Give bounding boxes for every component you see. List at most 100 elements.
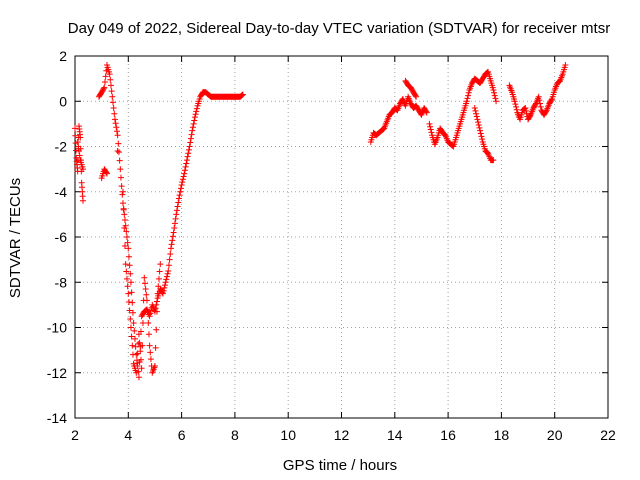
data-point (166, 256, 173, 263)
data-point (173, 207, 180, 214)
data-point (130, 319, 137, 326)
data-point (106, 71, 113, 78)
data-point (491, 89, 498, 96)
data-point (490, 157, 497, 164)
axis-ticks: 2 4 6 8 10 12 14 16 18 20 22 -14 -12 -10 -8 -6 -4 -2 0 2 (47, 48, 616, 443)
data-point (535, 93, 542, 100)
data-point (110, 105, 117, 112)
data-point (492, 95, 499, 102)
x-tick-label: 6 (178, 427, 186, 443)
data-point (423, 109, 430, 116)
data-point (72, 132, 79, 139)
data-point (176, 192, 183, 199)
data-point (512, 101, 519, 108)
x-tick-label: 8 (231, 427, 239, 443)
data-point (165, 262, 172, 269)
data-point (513, 103, 520, 110)
data-point (151, 362, 158, 369)
x-tick-label: 20 (547, 427, 563, 443)
data-point (125, 245, 132, 252)
data-point (523, 107, 530, 114)
data-point (79, 166, 86, 173)
data-point (120, 206, 127, 213)
data-point (156, 268, 163, 275)
data-point (101, 84, 108, 91)
data-point (181, 167, 188, 174)
data-point (72, 125, 78, 132)
data-point (471, 105, 478, 112)
data-point (191, 117, 198, 124)
data-point (145, 331, 152, 338)
data-point (114, 132, 121, 139)
data-point (127, 324, 134, 331)
data-point (239, 92, 246, 99)
data-point (131, 327, 138, 334)
data-point (189, 127, 196, 134)
data-point (125, 299, 132, 306)
data-point (129, 299, 136, 306)
data-point (184, 153, 191, 160)
data-point (77, 134, 84, 141)
data-point (157, 261, 164, 268)
data-point (171, 224, 178, 231)
data-point (473, 113, 480, 120)
data-point (193, 108, 200, 115)
data-point (128, 289, 135, 296)
data-point (161, 282, 168, 289)
data-point (159, 290, 166, 297)
data-point (152, 305, 159, 312)
data-point (121, 243, 128, 250)
data-point (111, 116, 118, 123)
data-point (160, 287, 167, 294)
data-point (474, 116, 481, 123)
y-tick-label: -8 (55, 274, 68, 290)
data-point (426, 120, 433, 127)
data-point (180, 173, 187, 180)
data-point (173, 211, 180, 218)
data-point (477, 130, 484, 137)
data-point (128, 333, 135, 340)
data-point (103, 169, 110, 176)
data-point (74, 138, 81, 145)
data-point (562, 62, 569, 69)
data-point (107, 76, 114, 83)
data-point (129, 351, 136, 358)
data-point (172, 215, 179, 222)
data-point (511, 98, 518, 105)
data-point (490, 86, 497, 93)
data-point (154, 290, 161, 297)
data-point (107, 82, 114, 89)
data-point (175, 199, 182, 206)
data-point (144, 308, 151, 315)
y-tick-label: -6 (55, 229, 68, 245)
data-point (473, 110, 480, 117)
data-point (147, 349, 154, 356)
data-point (477, 127, 484, 134)
data-point (119, 188, 126, 195)
data-point (131, 335, 138, 342)
data-point (125, 253, 132, 260)
data-point (113, 124, 120, 131)
data-point (479, 136, 486, 143)
data-point (183, 160, 190, 167)
data-point (155, 283, 162, 290)
data-point (548, 97, 555, 104)
data-point (464, 95, 471, 102)
data-point (124, 283, 131, 290)
y-tick-label: -12 (47, 365, 67, 381)
data-point (412, 92, 419, 99)
data-point (145, 319, 152, 326)
data-point (121, 217, 128, 224)
data-point (186, 143, 193, 150)
data-point (138, 365, 145, 372)
data-point (427, 126, 434, 133)
data-point (161, 284, 168, 291)
data-point (126, 307, 133, 314)
x-tick-label: 12 (334, 427, 350, 443)
data-point (522, 105, 529, 112)
data-point (123, 234, 130, 240)
data-point (191, 114, 198, 121)
data-point (163, 273, 170, 280)
y-tick-label: 0 (59, 93, 67, 109)
data-point (427, 123, 434, 130)
